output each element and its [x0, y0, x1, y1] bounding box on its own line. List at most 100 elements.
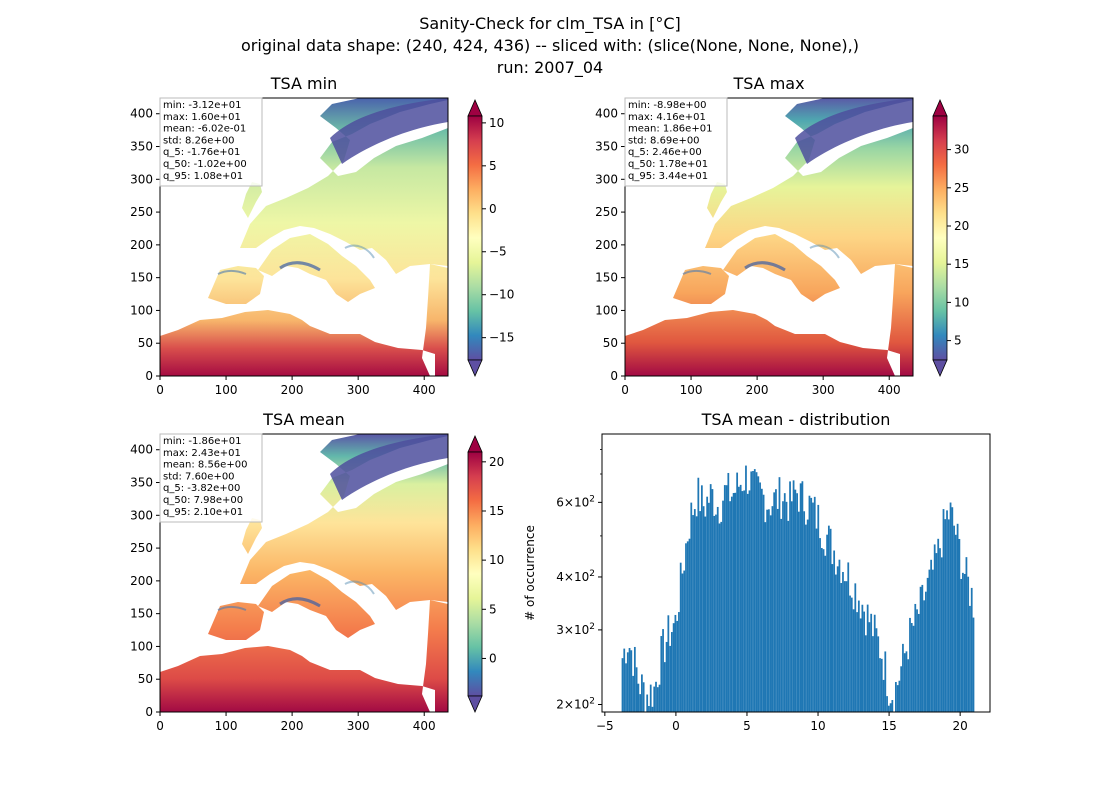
histogram-y-tick-label: 3×102: [556, 622, 595, 637]
histogram-bar: [889, 703, 892, 712]
histogram-bar: [799, 483, 802, 712]
histogram-bar: [670, 632, 673, 712]
histogram-x-tick-label: −5: [596, 719, 614, 733]
x-tick-label: 100: [215, 383, 238, 397]
stats-line: q_50: -1.02e+00: [163, 159, 247, 170]
histogram-bar: [667, 615, 670, 712]
histogram-bar: [688, 538, 691, 712]
panel-title: TSA max: [732, 74, 804, 93]
histogram-bar: [840, 583, 843, 712]
histogram-bar: [764, 522, 767, 712]
histogram-bar: [835, 574, 837, 712]
histogram-bar: [693, 509, 696, 712]
histogram-bar: [958, 538, 961, 712]
histogram-bar: [937, 538, 940, 712]
stats-line: min: -3.12e+01: [163, 100, 242, 111]
histogram-ylabel: # of occurrence: [523, 525, 537, 621]
colorbar-extend-max: [467, 435, 483, 453]
histogram-bar: [873, 614, 876, 712]
colorbar-tick-label: −10: [489, 288, 514, 302]
histogram-bar: [946, 510, 948, 712]
histogram-bar: [894, 681, 897, 712]
histogram-bar: [729, 501, 731, 712]
histogram-bar: [796, 493, 798, 712]
histogram-bar: [817, 504, 820, 712]
histogram-bar: [820, 548, 823, 712]
colorbar: 30 25 20 15 10 5: [932, 99, 969, 377]
histogram-bar: [706, 496, 709, 712]
histogram-bar: [924, 591, 927, 712]
histogram-bar: [679, 562, 682, 712]
histogram-y-tick-label: 2×102: [556, 696, 595, 711]
histogram-bar: [678, 612, 680, 712]
histogram-bar: [686, 541, 689, 712]
colorbar-tick-label: 20: [489, 455, 504, 469]
histogram-bar: [762, 494, 765, 712]
histogram-bar: [891, 700, 894, 712]
histogram-bar: [633, 646, 636, 712]
y-tick-label: 150: [130, 607, 153, 621]
histogram-bar: [783, 493, 786, 712]
y-tick-label: 50: [138, 336, 153, 350]
histogram-bar: [723, 485, 726, 712]
pyrenees-ridge: [682, 270, 712, 275]
histogram-bar: [819, 538, 821, 712]
x-tick-label: 0: [621, 383, 629, 397]
y-tick-label: 200: [595, 238, 618, 252]
histogram-bar: [655, 681, 657, 712]
stats-line: q_50: 1.78e+01: [628, 159, 708, 170]
histogram-bar: [861, 604, 864, 712]
histogram-bar: [972, 617, 975, 712]
histogram-bar: [859, 618, 862, 712]
histogram-bar: [845, 581, 848, 712]
histogram-bar: [760, 488, 763, 712]
x-tick-label: 400: [413, 719, 436, 733]
colorbar-extend-max: [932, 99, 948, 117]
histogram-bar: [967, 576, 970, 712]
y-tick-label: 0: [145, 705, 153, 719]
colorbar-body: [932, 115, 948, 361]
y-tick-label: 400: [595, 107, 618, 121]
histogram-bar: [836, 566, 839, 712]
histogram-bar: [801, 481, 804, 712]
histogram-bar: [933, 544, 936, 712]
stats-box-frame: [159, 433, 263, 523]
stats-line: mean: 1.86e+01: [628, 124, 712, 135]
histogram-bar: [708, 502, 710, 712]
stats-line: q_95: 2.10e+01: [163, 507, 243, 518]
histogram-bar: [910, 623, 913, 712]
histogram-bar: [648, 706, 650, 712]
colorbar-tick-label: 20: [954, 219, 969, 233]
histogram-bar: [711, 489, 714, 712]
histogram-bar: [949, 502, 952, 712]
colorbar-tick-label: 15: [489, 504, 504, 518]
histogram-bar: [916, 609, 918, 712]
figure-title-line-1: Sanity-Check for clm_TSA in [°C]: [419, 14, 681, 33]
histogram-bar: [960, 578, 963, 712]
histogram-bar: [932, 569, 934, 712]
colorbar-extend-min: [932, 359, 948, 377]
histogram-bar: [877, 636, 880, 712]
colorbar-tick-label: −5: [489, 245, 507, 259]
histogram-y-tick-label: 6×102: [556, 494, 595, 509]
histogram-bar: [646, 694, 649, 712]
colorbar-tick-label: 0: [489, 202, 497, 216]
x-tick-label: 300: [812, 383, 835, 397]
histogram-y-tick-label: 4×102: [556, 569, 595, 584]
land-field: [625, 98, 913, 376]
x-tick-label: 0: [156, 383, 164, 397]
stats-box-frame: [624, 97, 728, 187]
histogram-bar: [768, 509, 770, 712]
map-frame: [624, 97, 914, 377]
stats-line: q_5: 2.46e+00: [628, 147, 702, 158]
pyrenees-ridge: [217, 270, 247, 275]
histogram-bar: [789, 481, 791, 712]
x-tick-label: 200: [281, 719, 304, 733]
stats-box-frame: [159, 97, 263, 187]
histogram-bar: [713, 515, 716, 712]
histogram-bar: [812, 502, 814, 712]
histogram-bar: [887, 705, 890, 712]
histogram-bar: [951, 507, 954, 712]
